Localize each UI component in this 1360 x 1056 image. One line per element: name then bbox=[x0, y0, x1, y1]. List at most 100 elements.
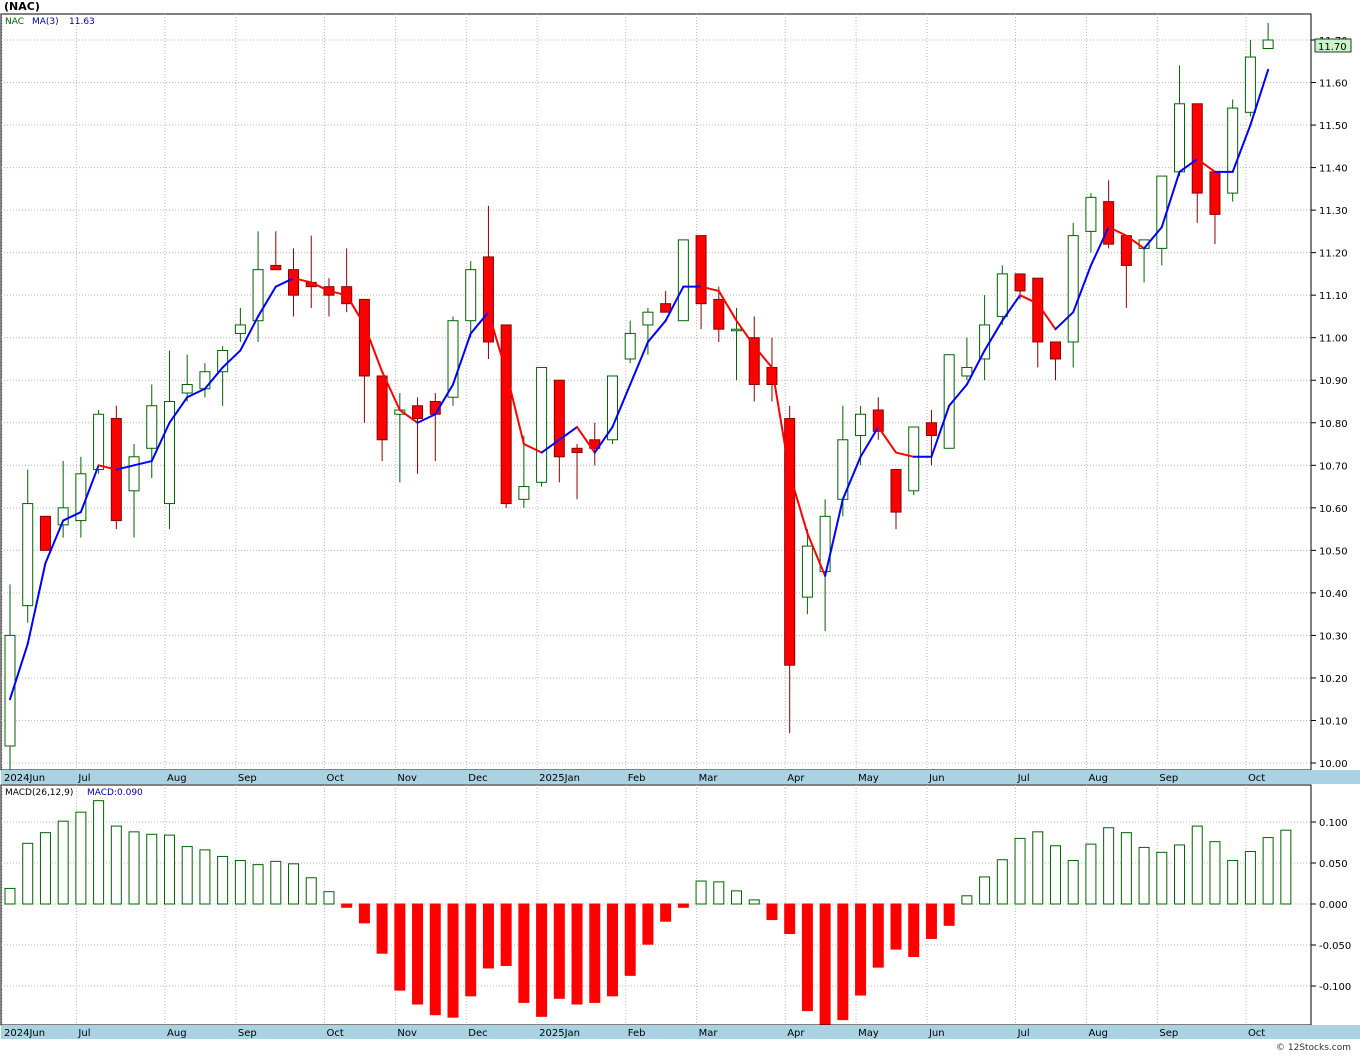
candle bbox=[536, 366, 548, 487]
date-tick-label: Oct bbox=[1248, 773, 1265, 784]
date-tick-label-bottom: Jul bbox=[1017, 1028, 1030, 1039]
price-tick-label: 10.20 bbox=[1319, 674, 1348, 685]
candle bbox=[1049, 341, 1061, 381]
candle bbox=[482, 205, 494, 359]
candle-body bbox=[146, 405, 158, 449]
ma-segment bbox=[877, 426, 897, 454]
ma-segment bbox=[452, 332, 472, 386]
candle bbox=[784, 405, 796, 734]
macd-bar bbox=[110, 825, 122, 905]
candle-body bbox=[1085, 196, 1097, 232]
ma-segment bbox=[487, 311, 508, 373]
ma-segment bbox=[540, 438, 561, 454]
macd-bar bbox=[908, 903, 920, 957]
legend-ma-label: MA(3) bbox=[32, 17, 59, 27]
macd-bar bbox=[1014, 837, 1026, 905]
legend-ma-value: 11.63 bbox=[69, 17, 95, 27]
ma-segment bbox=[735, 319, 756, 348]
date-tick-label: Sep bbox=[1159, 773, 1178, 784]
candle-body bbox=[677, 239, 689, 322]
macd-tick-label: 0.050 bbox=[1319, 859, 1348, 870]
watermark: © 12Stocks.com bbox=[1276, 1043, 1351, 1053]
candle-body bbox=[1103, 201, 1115, 245]
macd-bar bbox=[93, 800, 105, 905]
candle bbox=[1227, 99, 1239, 202]
candle-body bbox=[606, 375, 618, 441]
ma-segment bbox=[115, 464, 136, 471]
ma-segment bbox=[97, 464, 118, 471]
price-tick-label: 10.50 bbox=[1319, 546, 1348, 557]
candle bbox=[801, 529, 813, 615]
macd-bar bbox=[996, 859, 1008, 905]
date-tick-label: Jul bbox=[77, 773, 90, 784]
ma-segment bbox=[806, 532, 827, 577]
candle-body bbox=[39, 515, 51, 551]
candle-body bbox=[624, 332, 636, 360]
macd-bar bbox=[961, 895, 973, 905]
macd-bar bbox=[412, 903, 424, 1005]
macd-bar bbox=[1174, 844, 1186, 905]
date-tick-label: Mar bbox=[699, 773, 719, 784]
macd-bar bbox=[199, 849, 211, 905]
candle-body bbox=[1244, 56, 1256, 113]
ma-segment bbox=[841, 455, 862, 501]
price-tick-label: 10.60 bbox=[1319, 504, 1348, 515]
macd-bar bbox=[1280, 829, 1292, 905]
macd-bar bbox=[75, 811, 87, 905]
price-tick-label: 10.30 bbox=[1319, 631, 1348, 642]
candle bbox=[288, 248, 300, 317]
candle bbox=[996, 265, 1008, 325]
candle bbox=[890, 469, 902, 530]
last-price-value: 11.70 bbox=[1318, 42, 1347, 53]
ma-segment bbox=[345, 294, 366, 326]
macd-panel: 0.100 0.050 0.000 -0.050 -0.100 MACD(26,12,9… bbox=[0, 784, 1351, 1026]
macd-bar bbox=[447, 903, 459, 1018]
candle bbox=[642, 307, 654, 355]
ma-segment bbox=[859, 426, 880, 458]
ma-segment bbox=[983, 319, 1004, 352]
ma-segment bbox=[948, 383, 968, 407]
candle bbox=[217, 346, 229, 406]
ma-segment bbox=[1178, 158, 1199, 173]
macd-bar bbox=[872, 903, 884, 968]
date-tick-label-bottom: Dec bbox=[468, 1028, 487, 1039]
date-tick-label-bottom: Mar bbox=[699, 1028, 719, 1039]
ma-segment bbox=[239, 315, 260, 352]
candle-body bbox=[890, 469, 902, 513]
macd-bar bbox=[270, 860, 282, 905]
price-tick-label: 11.60 bbox=[1319, 79, 1348, 90]
price-tick-label: 11.20 bbox=[1319, 249, 1348, 260]
candle bbox=[412, 397, 424, 474]
candle-body bbox=[943, 354, 955, 449]
candle-body bbox=[482, 256, 494, 343]
candle-body bbox=[163, 401, 175, 505]
date-tick-label-bottom: Oct bbox=[1248, 1028, 1265, 1039]
macd-bar bbox=[553, 903, 565, 999]
date-tick-label-bottom: Feb bbox=[628, 1028, 646, 1039]
ma-segment bbox=[168, 396, 189, 424]
price-plot-area bbox=[0, 13, 1312, 771]
ma-segment bbox=[1160, 170, 1181, 229]
macd-bar bbox=[855, 903, 867, 996]
chart-title: (NAC) bbox=[4, 0, 40, 13]
ma-segment bbox=[150, 421, 171, 463]
candle bbox=[1191, 103, 1203, 223]
macd-bar bbox=[536, 903, 548, 1017]
candle bbox=[748, 316, 760, 402]
candle bbox=[128, 444, 140, 538]
ma-segment bbox=[1089, 226, 1110, 267]
macd-bar bbox=[979, 876, 991, 905]
macd-bar bbox=[606, 903, 618, 997]
macd-tick-label: 0.000 bbox=[1319, 900, 1348, 911]
candle-body bbox=[855, 413, 867, 437]
candle-body bbox=[748, 337, 760, 385]
macd-plot-area bbox=[0, 784, 1312, 1026]
candle-body bbox=[1049, 341, 1061, 360]
candle bbox=[677, 239, 689, 322]
price-tick-label: 10.10 bbox=[1319, 716, 1348, 727]
date-tick-label-bottom: Jul bbox=[77, 1028, 90, 1039]
candle-body bbox=[553, 379, 565, 458]
ma-segment bbox=[1072, 264, 1092, 314]
candle-body bbox=[199, 371, 211, 390]
ma-segment bbox=[1231, 124, 1252, 173]
